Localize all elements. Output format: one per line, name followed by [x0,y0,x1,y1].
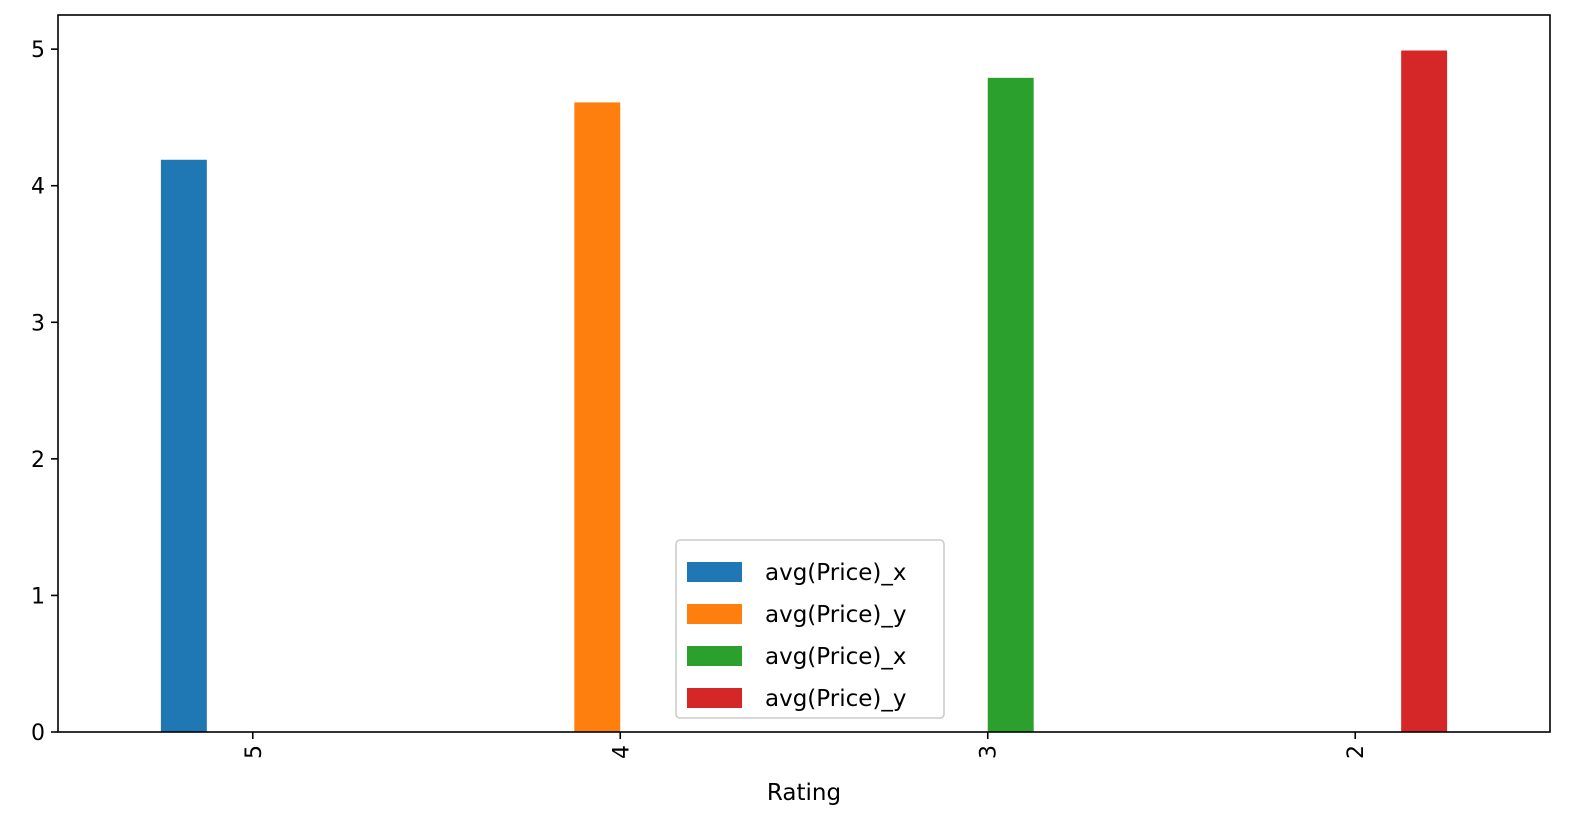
legend-swatch [687,646,742,666]
legend-label: avg(Price)_y [765,602,906,628]
x-tick-label: 4 [609,745,634,759]
legend: avg(Price)_x avg(Price)_y avg(Price)_x avg(… [675,539,945,719]
legend-swatch [687,604,742,624]
y-tick-label: 5 [31,38,45,63]
legend-box [675,539,945,719]
y-tick-label: 4 [31,175,45,200]
bar-5 [160,159,207,732]
y-tick-label: 1 [31,584,45,609]
bar-2 [1401,50,1448,733]
x-tick-label: 3 [977,745,1002,759]
legend-label: avg(Price)_x [765,644,906,670]
bars-group [160,50,1448,733]
legend-label: avg(Price)_y [765,686,906,712]
legend-swatch [687,688,742,708]
legend-label: avg(Price)_x [765,560,906,586]
x-tick-label: 5 [242,745,267,759]
plot-frame [57,14,1551,733]
x-tick-label: 2 [1344,745,1369,759]
bar-3 [987,77,1034,732]
y-tick-label: 2 [31,448,45,473]
bar-4 [574,102,621,733]
y-axis: 0 1 2 3 4 5 [31,38,58,746]
y-tick-label: 3 [31,311,45,336]
x-axis: 5 4 3 2 [242,732,1369,759]
y-tick-label: 0 [31,721,45,746]
x-axis-label: Rating [767,780,841,806]
legend-swatch [687,562,742,582]
